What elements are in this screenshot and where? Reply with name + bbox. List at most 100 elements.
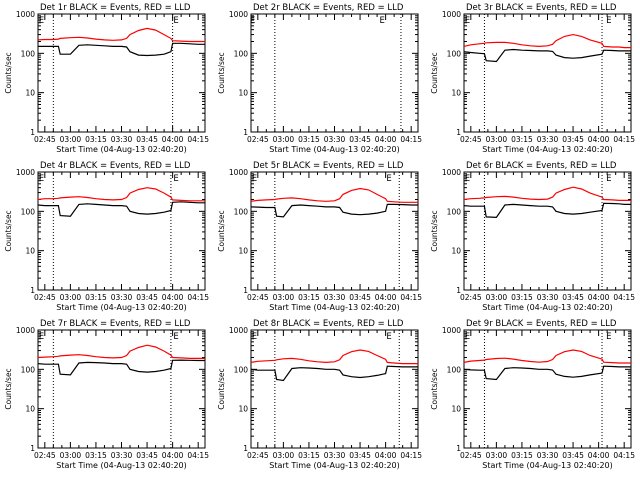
x-tick-label: 03:00 (273, 293, 295, 302)
x-tick-label: 03:45 (136, 451, 158, 460)
x-tick-label: 04:00 (588, 451, 610, 460)
x-tick-label: 03:30 (537, 451, 559, 460)
x-tick-label: 03:30 (111, 293, 133, 302)
x-tick-label: 03:00 (486, 135, 508, 144)
event-marker-label: E (386, 332, 391, 342)
y-tick-label: 10 (25, 89, 35, 98)
chart-panel: Det 6r BLACK = Events, RED = LLD 1 10 100 10… (430, 161, 635, 312)
y-axis-label: Counts/sec (4, 368, 13, 409)
plot-frame (37, 171, 206, 291)
x-tick-label: 03:15 (85, 135, 107, 144)
x-axis-label: Start Time (04-Aug-13 02:40:20) (482, 303, 613, 312)
chart-panel: Det 1r BLACK = Events, RED = LLD 1 10 100 10… (4, 3, 209, 154)
event-marker-label: E (173, 174, 178, 184)
chart-panel: Det 4r BLACK = Events, RED = LLD 1 10 100 10… (4, 161, 209, 312)
x-tick-label: 04:00 (588, 135, 610, 144)
x-tick-label: 03:45 (562, 451, 584, 460)
x-tick-label: 02:45 (34, 451, 56, 460)
x-tick-label: 03:15 (298, 293, 320, 302)
x-tick-label: 03:30 (324, 293, 346, 302)
event-marker-label: E (173, 16, 178, 26)
y-tick-label: 1 (243, 286, 248, 295)
x-tick-label: 02:45 (247, 293, 269, 302)
lld-series-line (250, 187, 418, 203)
chart-panel: Det 9r BLACK = Events, RED = LLD 1 10 100 10… (430, 319, 635, 470)
plot-frame (37, 329, 206, 449)
event-marker-label: E (606, 332, 611, 342)
y-tick-label: 1000 (229, 326, 248, 335)
x-tick-label: 04:15 (400, 293, 422, 302)
x-tick-label: 04:00 (162, 293, 184, 302)
x-tick-label: 03:30 (537, 293, 559, 302)
x-tick-label: 03:00 (273, 451, 295, 460)
y-axis-label: Counts/sec (217, 210, 226, 251)
y-tick-label: 10 (238, 247, 248, 256)
y-tick-label: 1000 (442, 168, 461, 177)
x-tick-label: 04:00 (162, 451, 184, 460)
x-tick-label: 04:15 (400, 451, 422, 460)
x-tick-label: 03:45 (562, 293, 584, 302)
event-marker-label: E (465, 16, 470, 26)
y-tick-label: 1 (30, 128, 35, 137)
x-tick-label: 03:00 (273, 135, 295, 144)
y-axis-label: Counts/sec (217, 368, 226, 409)
x-tick-label: 04:15 (613, 135, 635, 144)
x-axis-label: Start Time (04-Aug-13 02:40:20) (482, 145, 613, 154)
event-marker-label: E (252, 332, 257, 342)
y-tick-label: 100 (234, 207, 249, 216)
chart-title: Det 4r BLACK = Events, RED = LLD (40, 161, 191, 171)
plot-frame (250, 329, 419, 449)
y-tick-label: 100 (447, 49, 462, 58)
y-tick-label: 10 (25, 405, 35, 414)
x-tick-label: 03:15 (511, 293, 533, 302)
events-series-line (250, 203, 418, 218)
x-tick-label: 03:00 (486, 451, 508, 460)
y-tick-label: 10 (238, 89, 248, 98)
x-tick-label: 03:45 (136, 135, 158, 144)
event-marker-label: E (386, 174, 391, 184)
chart-title: Det 5r BLACK = Events, RED = LLD (253, 161, 404, 171)
y-axis-label: Counts/sec (430, 52, 439, 93)
x-tick-label: 03:45 (136, 293, 158, 302)
event-marker-label: E (465, 174, 470, 184)
x-tick-label: 04:00 (375, 293, 397, 302)
chart-title: Det 8r BLACK = Events, RED = LLD (253, 319, 404, 329)
event-marker-label: E (252, 174, 257, 184)
y-tick-label: 1000 (16, 326, 35, 335)
x-tick-label: 04:00 (588, 293, 610, 302)
y-tick-label: 100 (447, 207, 462, 216)
y-tick-label: 1 (30, 286, 35, 295)
x-tick-label: 03:45 (562, 135, 584, 144)
lld-series-line (37, 27, 205, 43)
x-tick-label: 04:15 (613, 293, 635, 302)
x-tick-label: 03:15 (85, 451, 107, 460)
x-tick-label: 03:30 (324, 451, 346, 460)
y-axis-label: Counts/sec (430, 210, 439, 251)
x-tick-label: 02:45 (34, 135, 56, 144)
plot-frame (463, 171, 632, 291)
event-marker-label: E (39, 174, 44, 184)
lld-series-line (250, 349, 418, 365)
x-tick-label: 03:15 (511, 135, 533, 144)
x-tick-label: 03:00 (486, 293, 508, 302)
y-tick-label: 1 (456, 128, 461, 137)
y-tick-label: 1000 (229, 168, 248, 177)
event-marker-label: E (380, 16, 385, 26)
y-tick-label: 10 (451, 405, 461, 414)
y-tick-label: 1000 (229, 10, 248, 19)
y-tick-label: 100 (234, 49, 249, 58)
y-axis-label: Counts/sec (4, 52, 13, 93)
plot-frame (250, 171, 419, 291)
x-tick-label: 04:15 (187, 451, 209, 460)
events-series-line (463, 202, 631, 219)
y-tick-label: 100 (21, 49, 36, 58)
event-marker-label: E (173, 332, 178, 342)
event-marker-label: E (465, 332, 470, 342)
lld-series-line (463, 349, 631, 364)
x-tick-label: 03:15 (85, 293, 107, 302)
y-tick-label: 1000 (16, 168, 35, 177)
y-tick-label: 10 (451, 247, 461, 256)
y-tick-label: 1 (243, 444, 248, 453)
chart-panel: Det 5r BLACK = Events, RED = LLD 1 10 100 10… (217, 161, 422, 312)
events-series-line (37, 359, 205, 376)
